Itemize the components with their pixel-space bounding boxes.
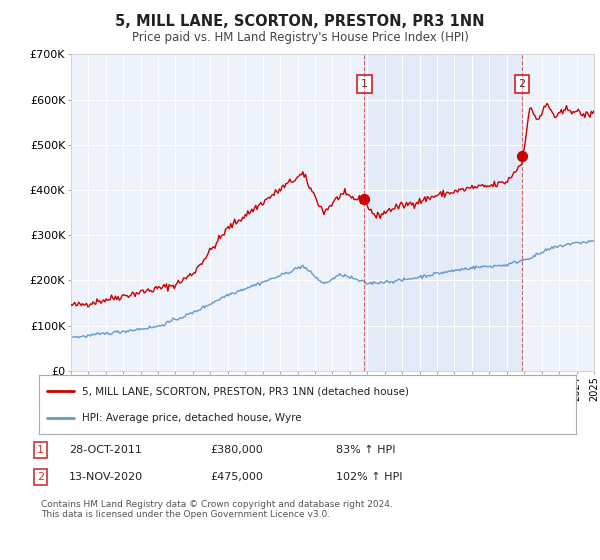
Text: 83% ↑ HPI: 83% ↑ HPI (336, 445, 395, 455)
Text: Contains HM Land Registry data © Crown copyright and database right 2024.: Contains HM Land Registry data © Crown c… (41, 500, 392, 508)
Text: This data is licensed under the Open Government Licence v3.0.: This data is licensed under the Open Gov… (41, 510, 330, 519)
Text: Price paid vs. HM Land Registry's House Price Index (HPI): Price paid vs. HM Land Registry's House … (131, 31, 469, 44)
Text: 5, MILL LANE, SCORTON, PRESTON, PR3 1NN (detached house): 5, MILL LANE, SCORTON, PRESTON, PR3 1NN … (82, 386, 409, 396)
Text: £380,000: £380,000 (210, 445, 263, 455)
Text: 1: 1 (37, 445, 44, 455)
Bar (364, 54, 522, 371)
Text: 2: 2 (37, 472, 44, 482)
Text: 28-OCT-2011: 28-OCT-2011 (69, 445, 142, 455)
Point (359, 194, 369, 203)
Text: 102% ↑ HPI: 102% ↑ HPI (336, 472, 403, 482)
Point (517, 152, 527, 161)
Text: HPI: Average price, detached house, Wyre: HPI: Average price, detached house, Wyre (82, 413, 302, 423)
Text: 13-NOV-2020: 13-NOV-2020 (69, 472, 143, 482)
Text: 1: 1 (361, 80, 368, 90)
Text: £475,000: £475,000 (210, 472, 263, 482)
Text: 5, MILL LANE, SCORTON, PRESTON, PR3 1NN: 5, MILL LANE, SCORTON, PRESTON, PR3 1NN (115, 14, 485, 29)
Text: 2: 2 (518, 80, 526, 90)
